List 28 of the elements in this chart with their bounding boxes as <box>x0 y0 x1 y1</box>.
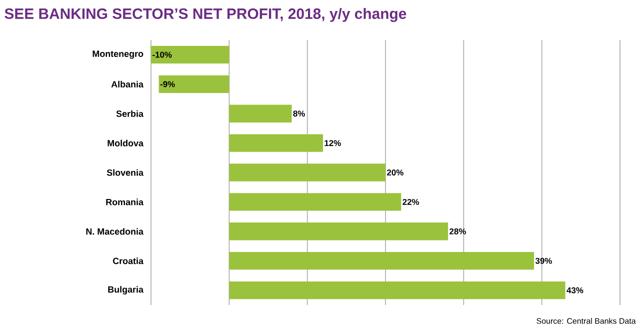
data-label: -9% <box>160 81 175 88</box>
y-tick-label: Montenegro <box>92 50 144 59</box>
data-label: 12% <box>324 140 341 146</box>
data-label: 43% <box>566 287 584 294</box>
bar <box>229 222 448 240</box>
bar <box>229 252 534 270</box>
y-tick-label: Romania <box>106 198 144 206</box>
bar <box>229 193 402 211</box>
y-tick-label: Slovenia <box>106 169 144 176</box>
data-label: 22% <box>402 198 420 205</box>
y-tick-label: Bulgaria <box>108 286 144 294</box>
data-label: 8% <box>293 110 305 117</box>
y-tick-label: Croatia <box>112 258 144 264</box>
bar <box>229 134 323 152</box>
chart-title: SEE BANKING SECTOR’S NET PROFIT, 2018, y/y change <box>4 8 406 22</box>
data-label: 28% <box>450 228 466 234</box>
data-label: -10% <box>152 52 172 58</box>
y-tick-label: N. Macedonia <box>86 228 144 235</box>
y-tick-label: Serbia <box>116 110 144 117</box>
bar <box>229 281 566 300</box>
bar <box>229 104 292 122</box>
y-tick-label: Albania <box>111 80 144 88</box>
bar <box>158 75 230 93</box>
data-label: 20% <box>387 170 404 176</box>
y-tick-label: Moldova <box>108 140 144 146</box>
data-label: 39% <box>535 258 552 264</box>
bar <box>229 164 386 182</box>
bar <box>151 46 230 64</box>
